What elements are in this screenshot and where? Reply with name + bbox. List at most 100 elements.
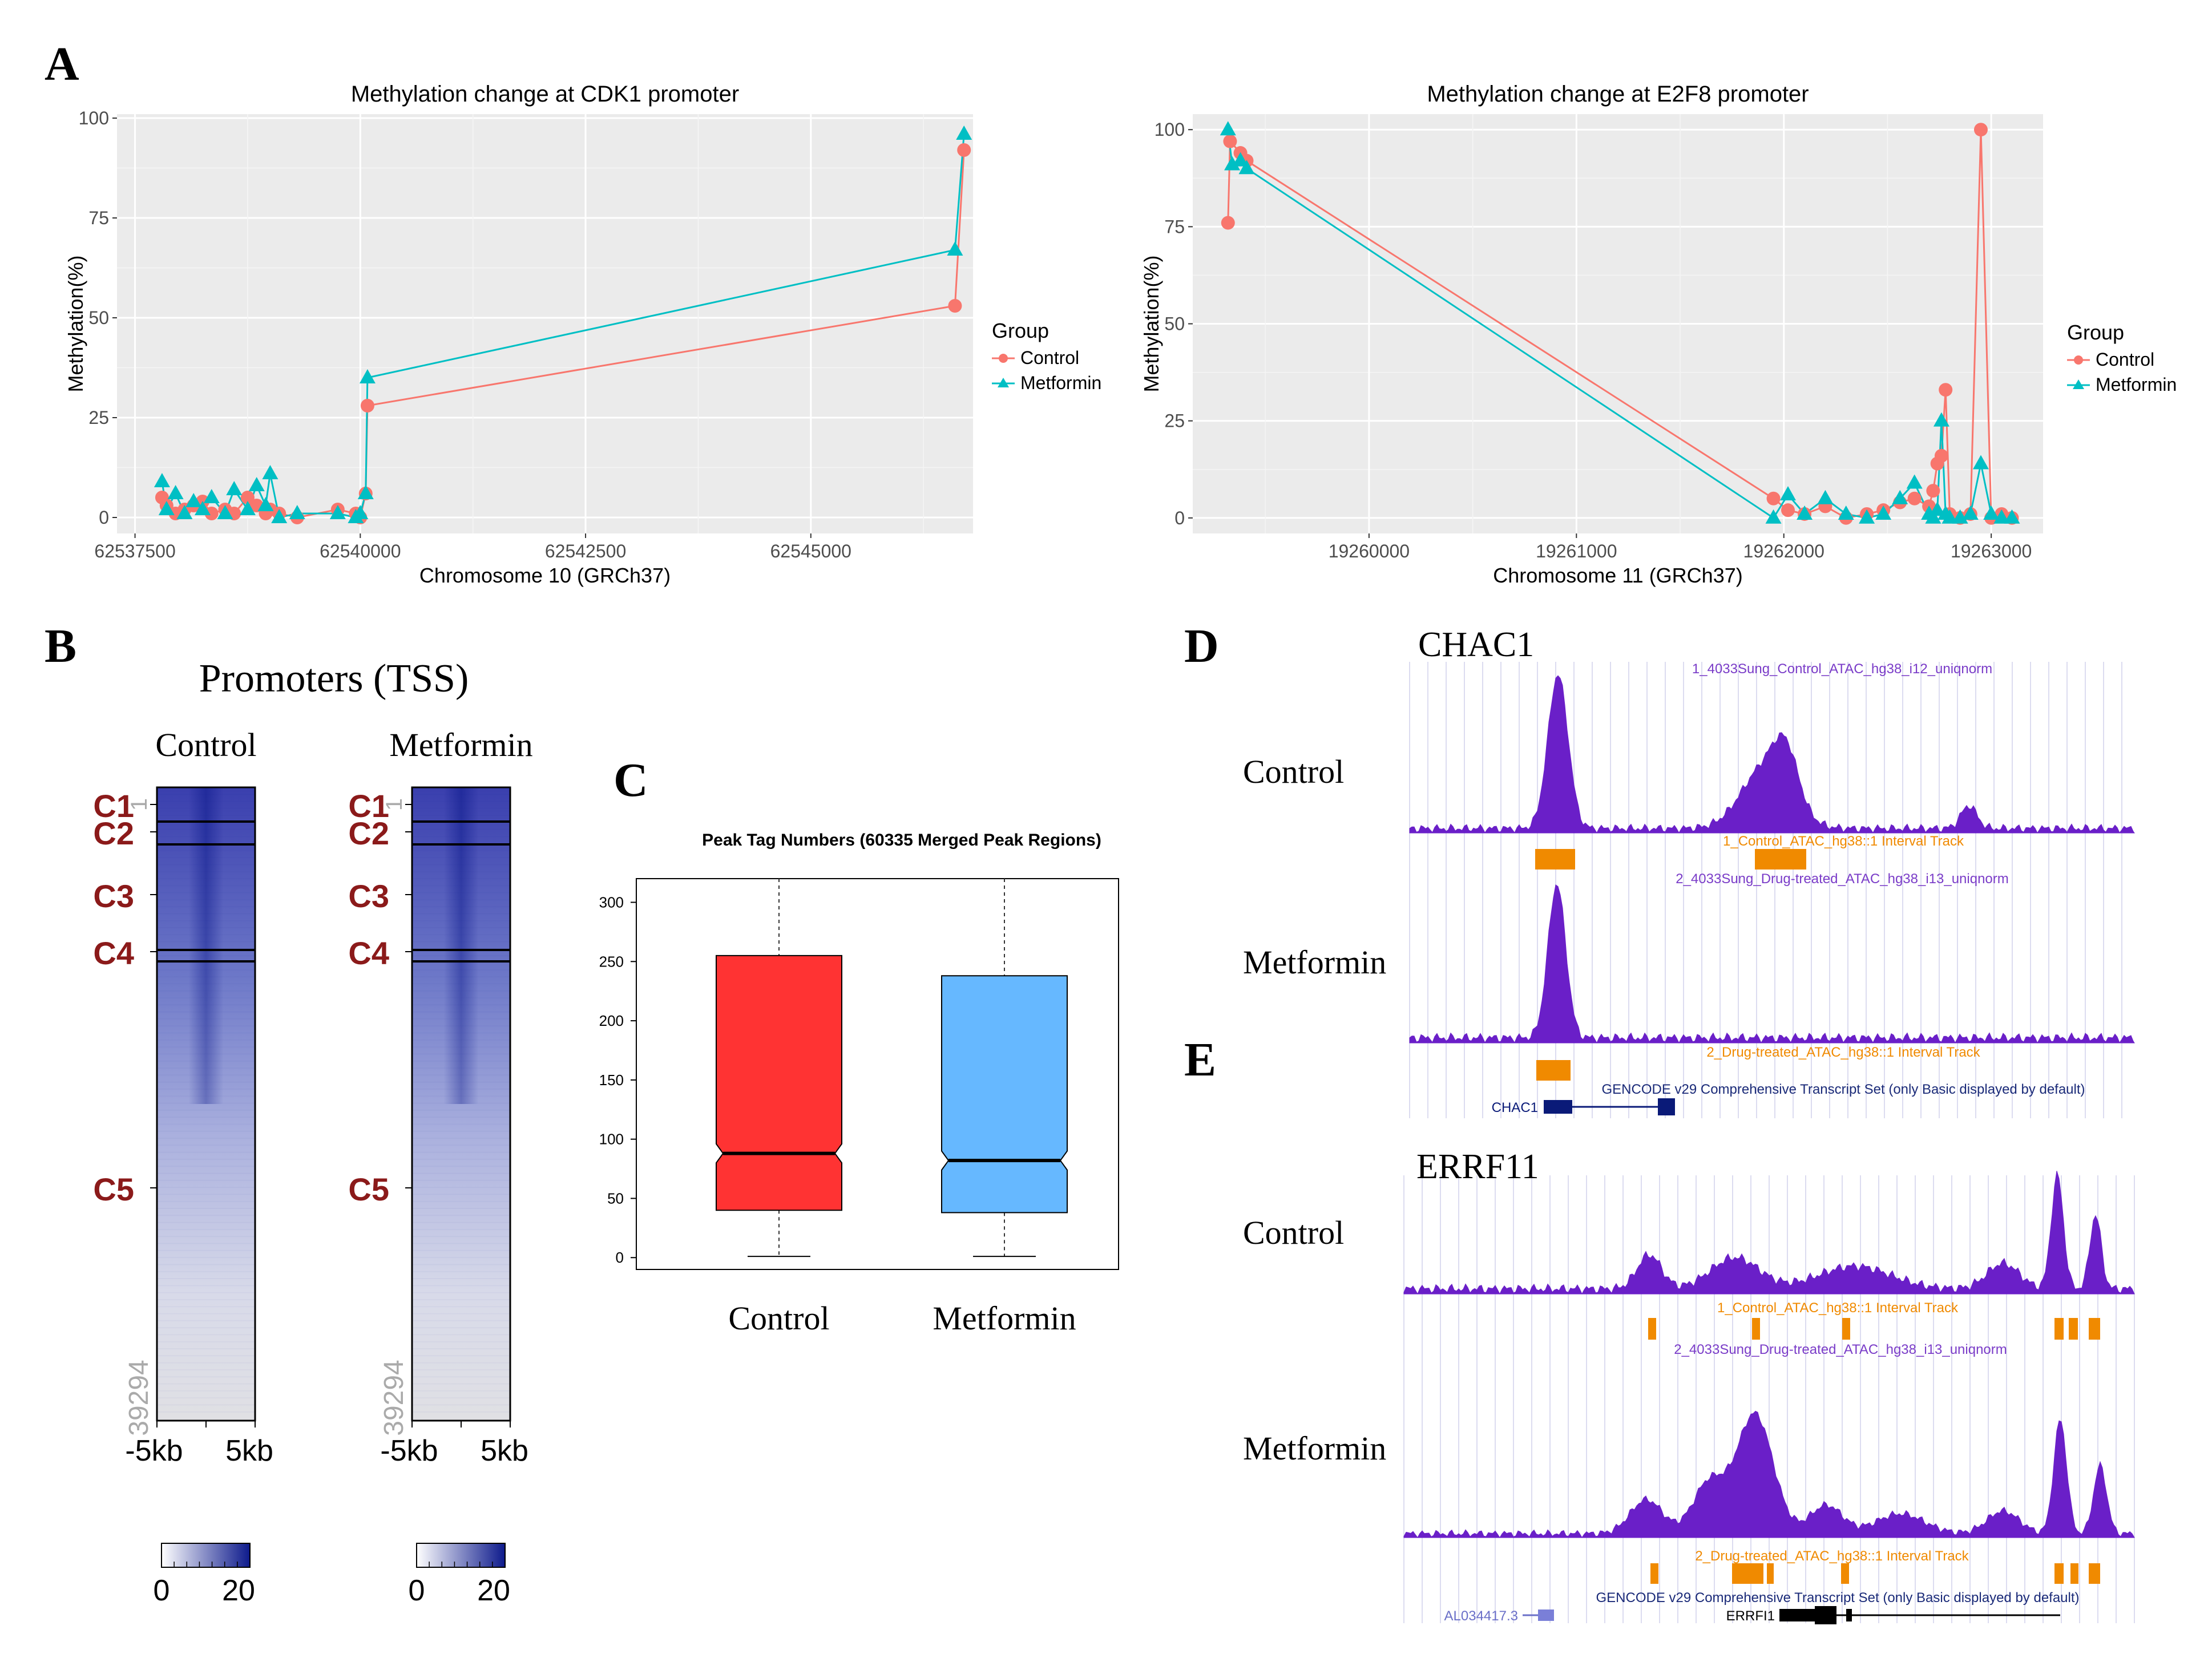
metformin-point (203, 489, 220, 503)
control-interval (2054, 1318, 2064, 1340)
control-signal-track (1409, 675, 2135, 834)
control-interval (1752, 1318, 1760, 1340)
boxplot-title: Peak Tag Numbers (60335 Merged Peak Regi… (702, 831, 1101, 850)
legend-key-triangle (2073, 379, 2084, 389)
y-tick-label: 25 (1164, 411, 1185, 431)
drug-interval (2054, 1563, 2064, 1584)
x-tick-label: 62537500 (94, 541, 175, 561)
x-tick-label: 19262000 (1743, 541, 1825, 561)
metformin-point (357, 485, 374, 499)
control-point (1926, 484, 1940, 498)
x-tick-label-right: 5kb (481, 1434, 528, 1467)
drug-interval (1650, 1563, 1658, 1584)
control-interval (2069, 1318, 2078, 1340)
y-tick-label: 100 (79, 108, 109, 128)
x-axis-label: Chromosome 10 (GRCh37) (419, 564, 671, 587)
drug-interval (2089, 1563, 2100, 1584)
x-tick-label: 62540000 (320, 541, 401, 561)
colorbar-min-label: 0 (409, 1574, 425, 1607)
metformin-point (257, 497, 274, 511)
track-label-drug-signal: 2_4033Sung_Drug-treated_ATAC_hg38_i13_un… (1674, 1342, 2007, 1357)
x-tick-label-left: -5kb (125, 1434, 183, 1467)
chart-title: Methylation change at CDK1 promoter (351, 82, 739, 107)
row-label-metformin: Metformin (1243, 944, 1386, 981)
metformin-point (359, 369, 376, 383)
metformin-point (2004, 509, 2020, 524)
metformin-point (1962, 505, 1979, 520)
y-tick-label: 75 (1164, 216, 1185, 237)
control-point (1781, 503, 1795, 517)
metformin-point (158, 501, 175, 515)
y-tick-label: 50 (88, 308, 109, 328)
legend-title: Group (2067, 321, 2124, 344)
cluster-label-c3: C3 (348, 878, 389, 914)
metformin-point (262, 465, 278, 479)
transcript-exon-left (1538, 1609, 1554, 1621)
y-tick-label: 0 (616, 1249, 624, 1266)
x-tick-label-left: -5kb (380, 1434, 438, 1467)
chart-title: Methylation change at E2F8 promoter (1427, 82, 1809, 107)
transcript-exon (1658, 1098, 1675, 1115)
row-index-top: 1 (382, 798, 407, 811)
cluster-label-c3: C3 (93, 878, 134, 914)
metformin-point (176, 505, 193, 519)
plot-background (117, 114, 973, 533)
colorbar-min-label: 0 (154, 1574, 170, 1607)
control-interval (1755, 849, 1806, 870)
row-label-control: Control (1243, 1214, 1344, 1251)
y-tick-label: 25 (88, 407, 109, 428)
panel-letter-d: D (1184, 620, 1219, 673)
transcript-label-chac1: CHAC1 (1492, 1100, 1538, 1115)
x-tick-label: 62545000 (770, 541, 851, 561)
legend-label-metformin: Metformin (2096, 374, 2177, 395)
metformin-point (1859, 509, 1875, 524)
metformin-signal-track (1403, 1410, 2135, 1538)
heatmap-title: Promoters (TSS) (199, 657, 469, 701)
y-tick-label: 50 (607, 1190, 624, 1207)
gene-title: ERRF11 (1416, 1147, 1539, 1186)
cluster-label-c4: C4 (348, 935, 389, 971)
metformin-point (1765, 509, 1782, 524)
metformin-point (289, 505, 305, 519)
x-tick-label: 19261000 (1536, 541, 1617, 561)
row-label-metformin: Metformin (1243, 1430, 1386, 1467)
transcript-label-right: ERRFI1 (1726, 1608, 1775, 1624)
cluster-label-c5: C5 (348, 1171, 389, 1207)
metformin-point (1952, 509, 1968, 524)
metformin-point (1906, 474, 1923, 489)
metformin-point (1232, 152, 1249, 167)
y-tick-label: 300 (599, 894, 624, 911)
metformin-point (1220, 121, 1236, 136)
track-label-drug-interval: 2_Drug-treated_ATAC_hg38::1 Interval Tra… (1706, 1045, 1980, 1060)
metformin-point (1983, 505, 2000, 520)
track-label-gencode: GENCODE v29 Comprehensive Transcript Set… (1601, 1082, 2085, 1097)
chac1-track-panel: CHAC1 1_4033Sung_Control_ATAC_hg38_i12_un… (1243, 625, 2135, 1118)
heatmap-header: Control (155, 726, 256, 763)
cluster-label-c5: C5 (93, 1171, 134, 1207)
y-tick-label: 200 (599, 1012, 624, 1029)
metformin-point (1780, 486, 1796, 500)
metformin-point (195, 501, 211, 515)
metformin-point (1941, 509, 1958, 524)
control-point (1221, 216, 1235, 230)
control-point (1934, 448, 1948, 463)
heatmap-tss-signal (189, 787, 223, 1104)
cluster-label-c1: C1 (348, 788, 389, 824)
metformin-point (226, 481, 243, 495)
metformin-point (239, 501, 256, 515)
metformin-point (154, 473, 170, 487)
track-label-drug-signal: 2_4033Sung_Drug-treated_ATAC_hg38_i13_un… (1676, 871, 2009, 887)
peak-tag-boxplot: Peak Tag Numbers (60335 Merged Peak Regi… (599, 831, 1119, 1337)
metformin-point (217, 505, 233, 519)
legend-label-control: Control (1020, 347, 1079, 368)
track-label-gencode: GENCODE v29 Comprehensive Transcript Set… (1596, 1590, 2079, 1606)
x-tick-label: 19263000 (1951, 541, 2032, 561)
y-tick-label: 100 (599, 1131, 624, 1148)
metformin-point (1838, 505, 1854, 520)
metformin-point (1817, 490, 1834, 504)
y-tick-label: 50 (1164, 314, 1185, 334)
track-label-drug-interval: 2_Drug-treated_ATAC_hg38::1 Interval Tra… (1695, 1548, 1969, 1564)
y-axis-label: Methylation(%) (64, 255, 87, 392)
